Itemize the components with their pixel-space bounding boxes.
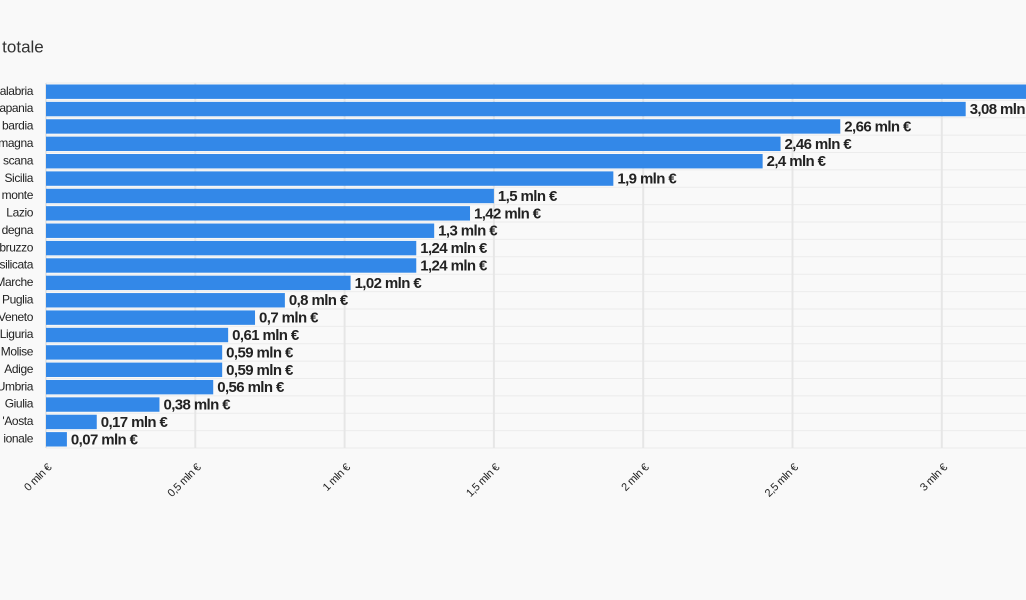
bar [46,136,781,152]
category-label: degna [2,223,34,237]
category-label: Adige [4,362,33,376]
category-label: scana [3,153,34,167]
value-label: 0,07 mln € [71,431,139,448]
value-label: 2,46 mln € [785,136,853,153]
value-label: 1,24 mln € [420,240,488,257]
bar [46,101,966,117]
category-label: Umbria [0,379,34,393]
bar [46,432,67,447]
category-label: silicata [0,258,34,272]
x-tick-label: 0,5 mln € [166,461,204,499]
x-tick-label: 2,5 mln € [763,461,801,499]
category-label: Veneto [0,310,34,324]
value-label: 1,9 mln € [617,171,677,188]
value-label: 1,3 mln € [438,223,498,240]
category-label: monte [2,188,34,202]
category-label: alabria [0,84,34,98]
bar [46,188,494,204]
bar [46,206,471,221]
bar [46,379,214,395]
value-label: 1,5 mln € [498,188,558,205]
value-label: 1,24 mln € [420,257,488,274]
x-tick-label: 1 mln € [321,461,353,493]
bar [46,293,285,308]
value-label: 0,61 mln € [232,327,300,344]
value-label: 0,7 mln € [259,310,319,327]
value-label: 0,59 mln € [226,344,294,361]
bar [46,397,160,412]
bar [46,345,223,360]
chart-title: o totale [0,37,44,56]
value-label: 0,59 mln € [226,362,294,379]
x-tick-label: 0 mln € [22,461,54,493]
value-label: 2,66 mln € [844,118,912,135]
category-label: Liguria [0,327,34,341]
category-label: Giulia [5,397,34,411]
value-label: 0,8 mln € [289,292,349,309]
bar [46,414,97,430]
category-label: magna [0,136,34,150]
value-label: 0,17 mln € [101,414,169,431]
x-tick-label: 3 mln € [918,461,950,493]
bar [46,154,763,169]
category-label: Sicilia [4,171,33,185]
value-label: 1,02 mln € [355,275,423,292]
value-label: 2,4 mln € [767,153,827,170]
value-label: 0,56 mln € [217,379,285,396]
bar [46,362,223,377]
category-label: 'Aosta [2,414,33,428]
category-label: Molise [1,345,34,359]
category-label: Lazio [6,206,33,220]
bar [46,310,256,325]
bar [46,84,1026,99]
bar [46,327,229,343]
bar [46,223,435,238]
x-tick-label: 1,5 mln € [464,461,502,499]
bar [46,240,417,256]
value-label: 0,38 mln € [163,397,231,414]
category-label: apania [0,101,34,115]
bar [46,275,351,291]
bar [46,119,841,134]
category-label: bruzzo [0,240,34,254]
value-label: 3,08 mln € [970,101,1026,118]
value-label: 1,42 mln € [474,205,542,222]
category-label: Marche [0,275,34,289]
x-tick-label: 2 mln € [619,461,651,493]
bar [46,171,614,186]
category-label: bardia [2,119,34,133]
bar [46,258,417,273]
category-label: ionale [3,431,33,445]
category-label: Puglia [2,292,34,306]
